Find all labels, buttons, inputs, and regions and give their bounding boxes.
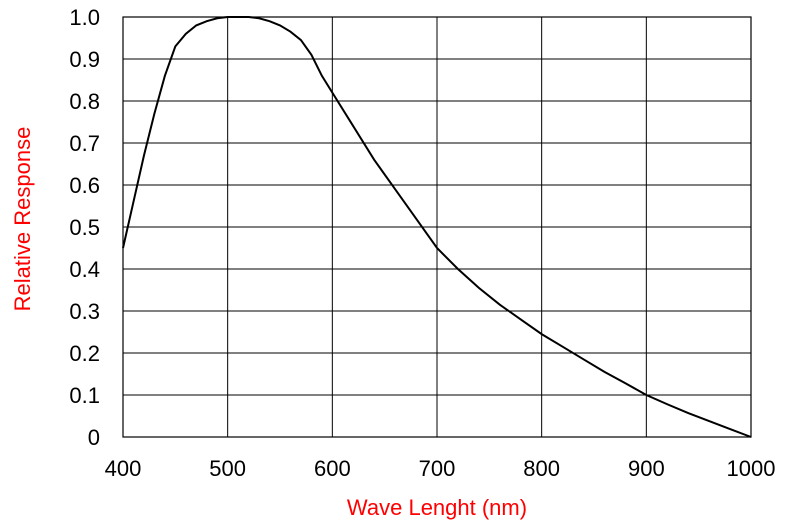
grid	[122, 16, 752, 438]
x-axis-title: Wave Lenght (nm)	[347, 495, 527, 520]
x-tick-label: 500	[209, 456, 246, 481]
x-tick-label: 900	[628, 456, 665, 481]
y-tick-label: 0.6	[69, 173, 100, 198]
plot-frame	[122, 16, 752, 438]
x-tick-label: 600	[314, 456, 351, 481]
series-layer	[122, 16, 752, 438]
y-tick-label: 0.9	[69, 47, 100, 72]
x-tick-label: 400	[105, 456, 142, 481]
y-tick-label: 1.0	[69, 5, 100, 30]
y-axis-title: Relative Response	[10, 127, 35, 312]
y-tick-label: 0.8	[69, 89, 100, 114]
y-tick-label: 0.1	[69, 383, 100, 408]
y-tick-label: 0.5	[69, 215, 100, 240]
y-tick-label: 0.7	[69, 131, 100, 156]
x-tick-label: 700	[419, 456, 456, 481]
x-axis-ticks: 400 500 600 700 800 900 1000	[105, 456, 776, 481]
y-tick-label: 0.2	[69, 341, 100, 366]
x-tick-label: 800	[523, 456, 560, 481]
series-line	[122, 16, 752, 438]
y-tick-label: 0	[88, 425, 100, 450]
y-axis-ticks: 0 0.1 0.2 0.3 0.4 0.5 0.6 0.7 0.8 0.9 1.0	[69, 5, 100, 450]
x-tick-label: 1000	[727, 456, 776, 481]
y-tick-label: 0.4	[69, 257, 100, 282]
y-tick-label: 0.3	[69, 299, 100, 324]
